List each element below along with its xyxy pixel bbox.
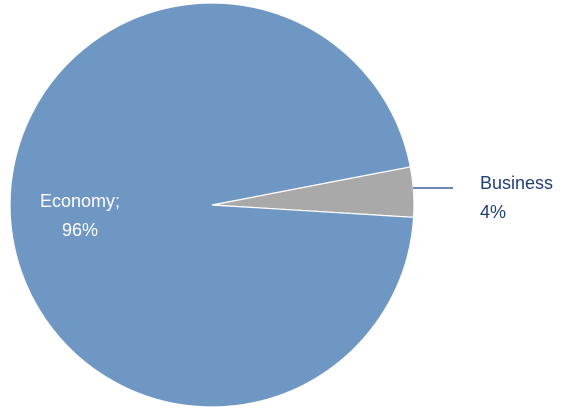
business-label: Business [480,173,553,193]
pie-slice-economy [9,2,415,408]
economy-label: Economy; [40,191,120,211]
business-value-label: 4% [480,202,506,222]
economy-value-label: 96% [62,220,98,240]
